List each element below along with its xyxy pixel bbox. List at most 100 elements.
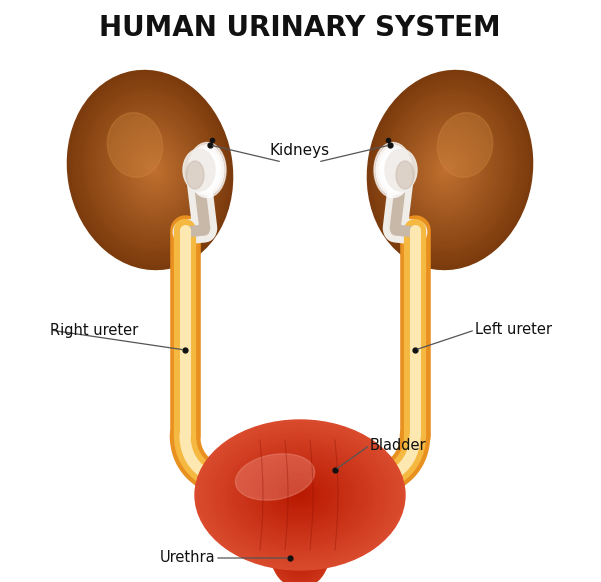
Ellipse shape	[91, 97, 212, 243]
Ellipse shape	[223, 440, 377, 550]
Ellipse shape	[70, 74, 230, 266]
Ellipse shape	[386, 156, 405, 184]
Ellipse shape	[282, 482, 317, 508]
Ellipse shape	[244, 455, 356, 535]
Ellipse shape	[276, 520, 324, 580]
Ellipse shape	[85, 90, 217, 250]
Ellipse shape	[388, 158, 404, 182]
Ellipse shape	[227, 442, 373, 548]
Ellipse shape	[440, 164, 451, 176]
Ellipse shape	[108, 117, 197, 223]
Text: Bladder: Bladder	[370, 438, 427, 452]
Ellipse shape	[281, 526, 320, 574]
Ellipse shape	[82, 87, 220, 253]
Ellipse shape	[152, 166, 157, 173]
Ellipse shape	[382, 152, 407, 189]
Ellipse shape	[237, 450, 363, 540]
Ellipse shape	[378, 84, 521, 256]
Ellipse shape	[209, 430, 391, 560]
Ellipse shape	[258, 465, 342, 525]
Ellipse shape	[219, 438, 380, 552]
Ellipse shape	[198, 423, 401, 567]
Ellipse shape	[73, 77, 227, 263]
Ellipse shape	[129, 140, 178, 200]
Ellipse shape	[123, 133, 183, 207]
Ellipse shape	[270, 512, 330, 582]
Ellipse shape	[269, 473, 332, 517]
Ellipse shape	[375, 80, 524, 260]
Ellipse shape	[285, 531, 315, 569]
Ellipse shape	[183, 149, 215, 191]
Ellipse shape	[391, 100, 506, 240]
Ellipse shape	[248, 457, 353, 533]
Ellipse shape	[427, 147, 465, 193]
Ellipse shape	[396, 161, 414, 189]
Ellipse shape	[286, 485, 314, 505]
Ellipse shape	[370, 74, 529, 266]
Ellipse shape	[390, 161, 403, 179]
Ellipse shape	[430, 150, 463, 190]
Ellipse shape	[111, 120, 194, 220]
Ellipse shape	[76, 80, 225, 260]
Ellipse shape	[272, 475, 328, 515]
Ellipse shape	[422, 140, 471, 200]
Ellipse shape	[392, 163, 401, 177]
Ellipse shape	[414, 130, 480, 210]
Ellipse shape	[194, 154, 216, 186]
Ellipse shape	[299, 548, 302, 552]
Ellipse shape	[388, 97, 509, 243]
Ellipse shape	[105, 113, 199, 226]
Ellipse shape	[297, 546, 303, 554]
Ellipse shape	[261, 467, 338, 523]
Ellipse shape	[374, 143, 412, 197]
Ellipse shape	[120, 130, 186, 210]
Ellipse shape	[293, 490, 307, 500]
Ellipse shape	[192, 150, 220, 191]
Ellipse shape	[409, 123, 486, 217]
Ellipse shape	[424, 144, 468, 197]
Ellipse shape	[411, 127, 483, 213]
Ellipse shape	[442, 166, 448, 173]
Ellipse shape	[384, 154, 406, 186]
Ellipse shape	[385, 94, 512, 246]
Text: Urethra: Urethra	[159, 551, 215, 566]
Ellipse shape	[376, 145, 411, 195]
Ellipse shape	[438, 113, 493, 178]
Ellipse shape	[282, 527, 318, 573]
Ellipse shape	[265, 470, 335, 520]
Ellipse shape	[416, 133, 477, 207]
Ellipse shape	[432, 154, 460, 187]
Ellipse shape	[275, 477, 325, 513]
Ellipse shape	[236, 454, 314, 500]
Ellipse shape	[383, 90, 515, 250]
Ellipse shape	[272, 514, 329, 582]
Ellipse shape	[193, 152, 218, 189]
Ellipse shape	[202, 425, 398, 565]
Ellipse shape	[278, 521, 323, 579]
Ellipse shape	[296, 544, 305, 556]
Ellipse shape	[198, 163, 208, 177]
Ellipse shape	[149, 164, 160, 176]
Ellipse shape	[373, 77, 526, 263]
Ellipse shape	[385, 149, 417, 191]
Ellipse shape	[279, 480, 321, 510]
Ellipse shape	[230, 445, 370, 545]
Ellipse shape	[398, 111, 498, 230]
Ellipse shape	[195, 420, 405, 570]
Ellipse shape	[378, 147, 410, 193]
Ellipse shape	[404, 117, 492, 223]
Ellipse shape	[293, 541, 308, 559]
Ellipse shape	[88, 94, 215, 246]
Ellipse shape	[108, 113, 163, 178]
Text: Right ureter: Right ureter	[50, 322, 138, 338]
Ellipse shape	[287, 533, 314, 567]
Ellipse shape	[189, 145, 224, 195]
Ellipse shape	[394, 165, 400, 175]
Ellipse shape	[396, 107, 501, 233]
Ellipse shape	[254, 463, 346, 527]
Ellipse shape	[284, 529, 317, 571]
Ellipse shape	[406, 120, 489, 220]
Ellipse shape	[279, 523, 321, 577]
Ellipse shape	[290, 537, 311, 563]
Ellipse shape	[141, 154, 168, 187]
